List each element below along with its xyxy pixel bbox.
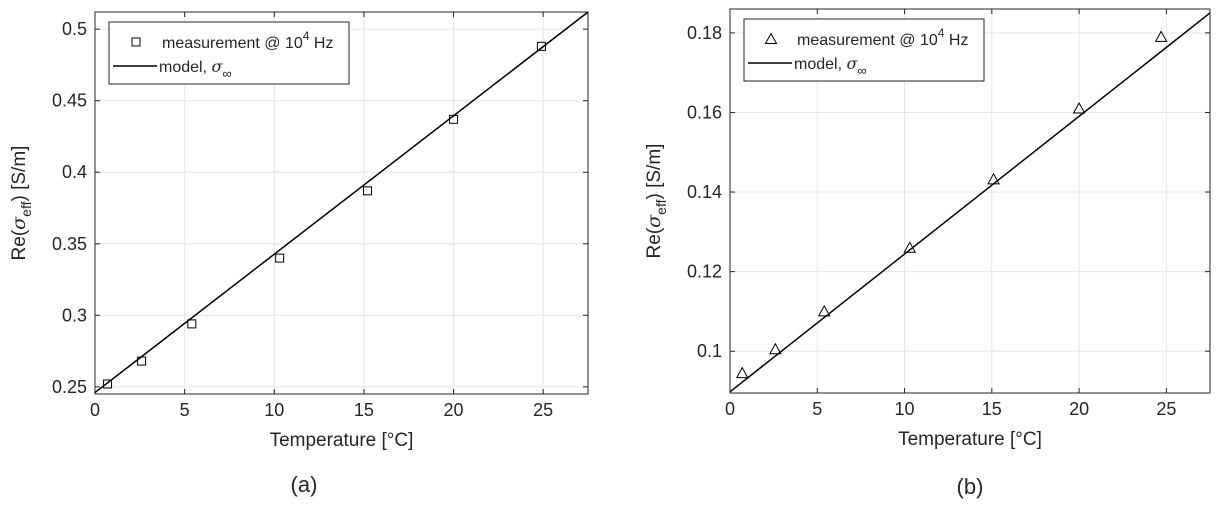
panel-caption: (b) <box>957 474 984 499</box>
y-tick-label: 0.4 <box>62 162 87 182</box>
legend-triangle-marker <box>764 32 778 44</box>
measurement-point <box>137 356 147 366</box>
panel-caption: (a) <box>291 472 318 497</box>
y-tick-label: 0.3 <box>62 305 87 325</box>
x-tick-label: 0 <box>90 400 100 420</box>
y-tick-label: 0.35 <box>52 234 87 254</box>
x-tick-label: 10 <box>895 399 915 419</box>
x-tick-label: 20 <box>444 400 464 420</box>
legend-label-measurement: measurement @ 104 Hz <box>162 29 333 52</box>
legend-label-model: model, σ∞ <box>794 54 867 78</box>
x-tick-label: 25 <box>533 400 553 420</box>
x-tick-label: 5 <box>812 399 822 419</box>
measurement-point <box>362 186 372 196</box>
measurement-point <box>987 172 1000 185</box>
y-tick-label: 0.45 <box>52 91 87 111</box>
x-tick-label: 10 <box>264 400 284 420</box>
x-tick-label: 15 <box>354 400 374 420</box>
x-axis-label: Temperature [°C] <box>270 430 414 451</box>
model-line <box>95 12 588 394</box>
x-axis-label: Temperature [°C] <box>898 429 1042 450</box>
measurement-point <box>449 114 459 124</box>
measurement-point <box>275 253 285 263</box>
measurement-point <box>817 304 831 317</box>
chart-panel-b: 0 5 10 15 20 25 0.1 0.12 0.14 0.16 0.18 measurement… <box>643 8 1211 499</box>
axes-box <box>729 8 1211 394</box>
legend-box <box>108 21 350 85</box>
measurement-point <box>1072 101 1086 114</box>
x-tick-label: 5 <box>180 400 190 420</box>
measurement-point <box>187 319 197 329</box>
x-tick-label: 20 <box>1069 399 1089 419</box>
measurement-point <box>1154 30 1168 42</box>
model-line <box>730 12 1210 393</box>
y-tick-label: 0.14 <box>687 182 722 202</box>
y-tick-label: 0.18 <box>687 23 722 43</box>
measurement-point <box>769 342 782 355</box>
legend-square-marker <box>131 37 141 47</box>
x-tick-label: 0 <box>725 399 735 419</box>
y-tick-label: 0.25 <box>52 377 87 397</box>
measurement-point <box>536 41 546 51</box>
y-tick-label: 0.1 <box>697 341 722 361</box>
chart-panel-a: 0 5 10 15 20 25 0.25 0.3 0.35 0.4 0.45 0.5 measureme… <box>8 11 589 497</box>
legend: measurement @ 104 Hz model, σ∞ <box>108 21 350 85</box>
axes-box <box>94 11 589 395</box>
y-tick-label: 0.12 <box>687 262 722 282</box>
legend-box <box>743 18 985 82</box>
legend-label-model: model, σ∞ <box>159 57 232 81</box>
legend: measurement @ 104 Hz model, σ∞ <box>743 18 985 82</box>
legend-label-measurement: measurement @ 104 Hz <box>797 26 968 49</box>
x-tick-label: 25 <box>1156 399 1176 419</box>
measurement-point <box>735 366 749 379</box>
measurement-point <box>103 379 113 389</box>
y-axis-label: Re(σeff) [S/m] <box>8 146 34 261</box>
y-axis-label: Re(σeff) [S/m] <box>643 144 669 259</box>
y-tick-label: 0.5 <box>62 19 87 39</box>
measurement-point <box>903 241 917 253</box>
x-tick-label: 15 <box>982 399 1002 419</box>
y-tick-label: 0.16 <box>687 102 722 122</box>
